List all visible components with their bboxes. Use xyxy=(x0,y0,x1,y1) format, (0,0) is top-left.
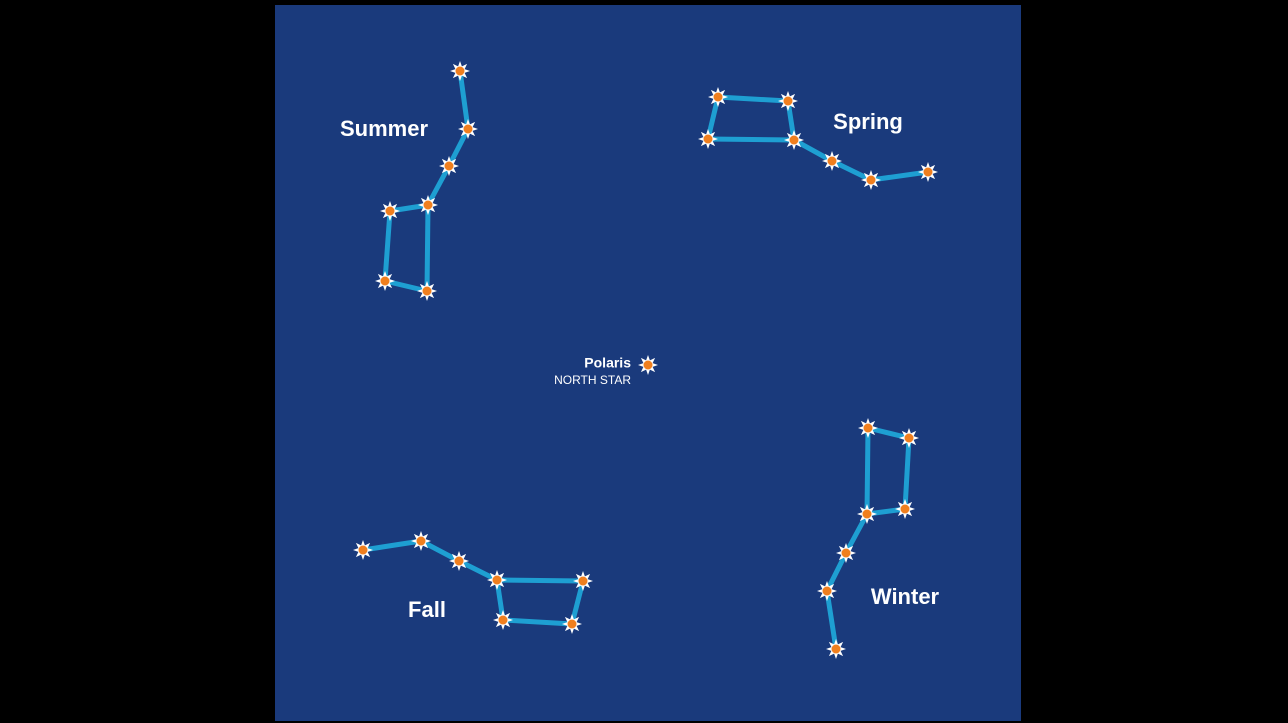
constellation-line xyxy=(824,550,849,594)
star-core xyxy=(841,548,851,558)
star-core xyxy=(827,156,837,166)
north-star-label: NORTH STAR xyxy=(554,373,631,387)
star-core xyxy=(416,536,426,546)
winter-label: Winter xyxy=(871,584,940,609)
constellation-line xyxy=(494,577,586,584)
star-core xyxy=(492,575,502,585)
star-core xyxy=(822,586,832,596)
constellation-line xyxy=(456,558,500,583)
constellation-line xyxy=(446,126,471,169)
star-core xyxy=(422,286,432,296)
constellation-line xyxy=(500,617,575,627)
star-core xyxy=(643,360,653,370)
star-core xyxy=(423,200,433,210)
constellation-line xyxy=(864,425,871,517)
star-core xyxy=(713,92,723,102)
summer-label: Summer xyxy=(340,116,428,141)
constellation-line xyxy=(382,208,393,284)
constellation-lines xyxy=(360,68,931,652)
constellation-line xyxy=(902,435,912,512)
constellation-line xyxy=(715,94,791,104)
constellation-line xyxy=(360,538,424,553)
star-core xyxy=(703,134,713,144)
star-core xyxy=(385,206,395,216)
constellation-line xyxy=(457,68,471,132)
stars xyxy=(353,61,938,659)
fall-label: Fall xyxy=(408,597,446,622)
star-core xyxy=(454,556,464,566)
star-core xyxy=(923,167,933,177)
polaris-label: Polaris xyxy=(584,355,631,371)
star-core xyxy=(831,644,841,654)
star-core xyxy=(783,96,793,106)
star-core xyxy=(358,545,368,555)
constellation-line xyxy=(705,94,721,142)
star-core xyxy=(380,276,390,286)
constellation-line xyxy=(382,278,430,294)
star-core xyxy=(866,175,876,185)
spring-label: Spring xyxy=(833,109,903,134)
star-core xyxy=(789,135,799,145)
constellation-line xyxy=(425,163,452,208)
star-core xyxy=(567,619,577,629)
star-core xyxy=(455,66,465,76)
constellation-line xyxy=(868,169,931,183)
constellation-line xyxy=(865,425,912,441)
star-core xyxy=(444,161,454,171)
star-core xyxy=(862,509,872,519)
star-core xyxy=(578,576,588,586)
constellation-line xyxy=(569,578,586,627)
constellation-line xyxy=(843,511,870,556)
star-core xyxy=(498,615,508,625)
star-core xyxy=(904,433,914,443)
constellation-line xyxy=(824,588,839,652)
constellation-line xyxy=(829,158,874,183)
star-core xyxy=(900,504,910,514)
constellation-line xyxy=(791,137,835,164)
star-core xyxy=(863,423,873,433)
star-core xyxy=(463,124,473,134)
constellation-line xyxy=(424,202,431,294)
constellation-line xyxy=(705,136,797,143)
constellation-line xyxy=(418,538,462,564)
